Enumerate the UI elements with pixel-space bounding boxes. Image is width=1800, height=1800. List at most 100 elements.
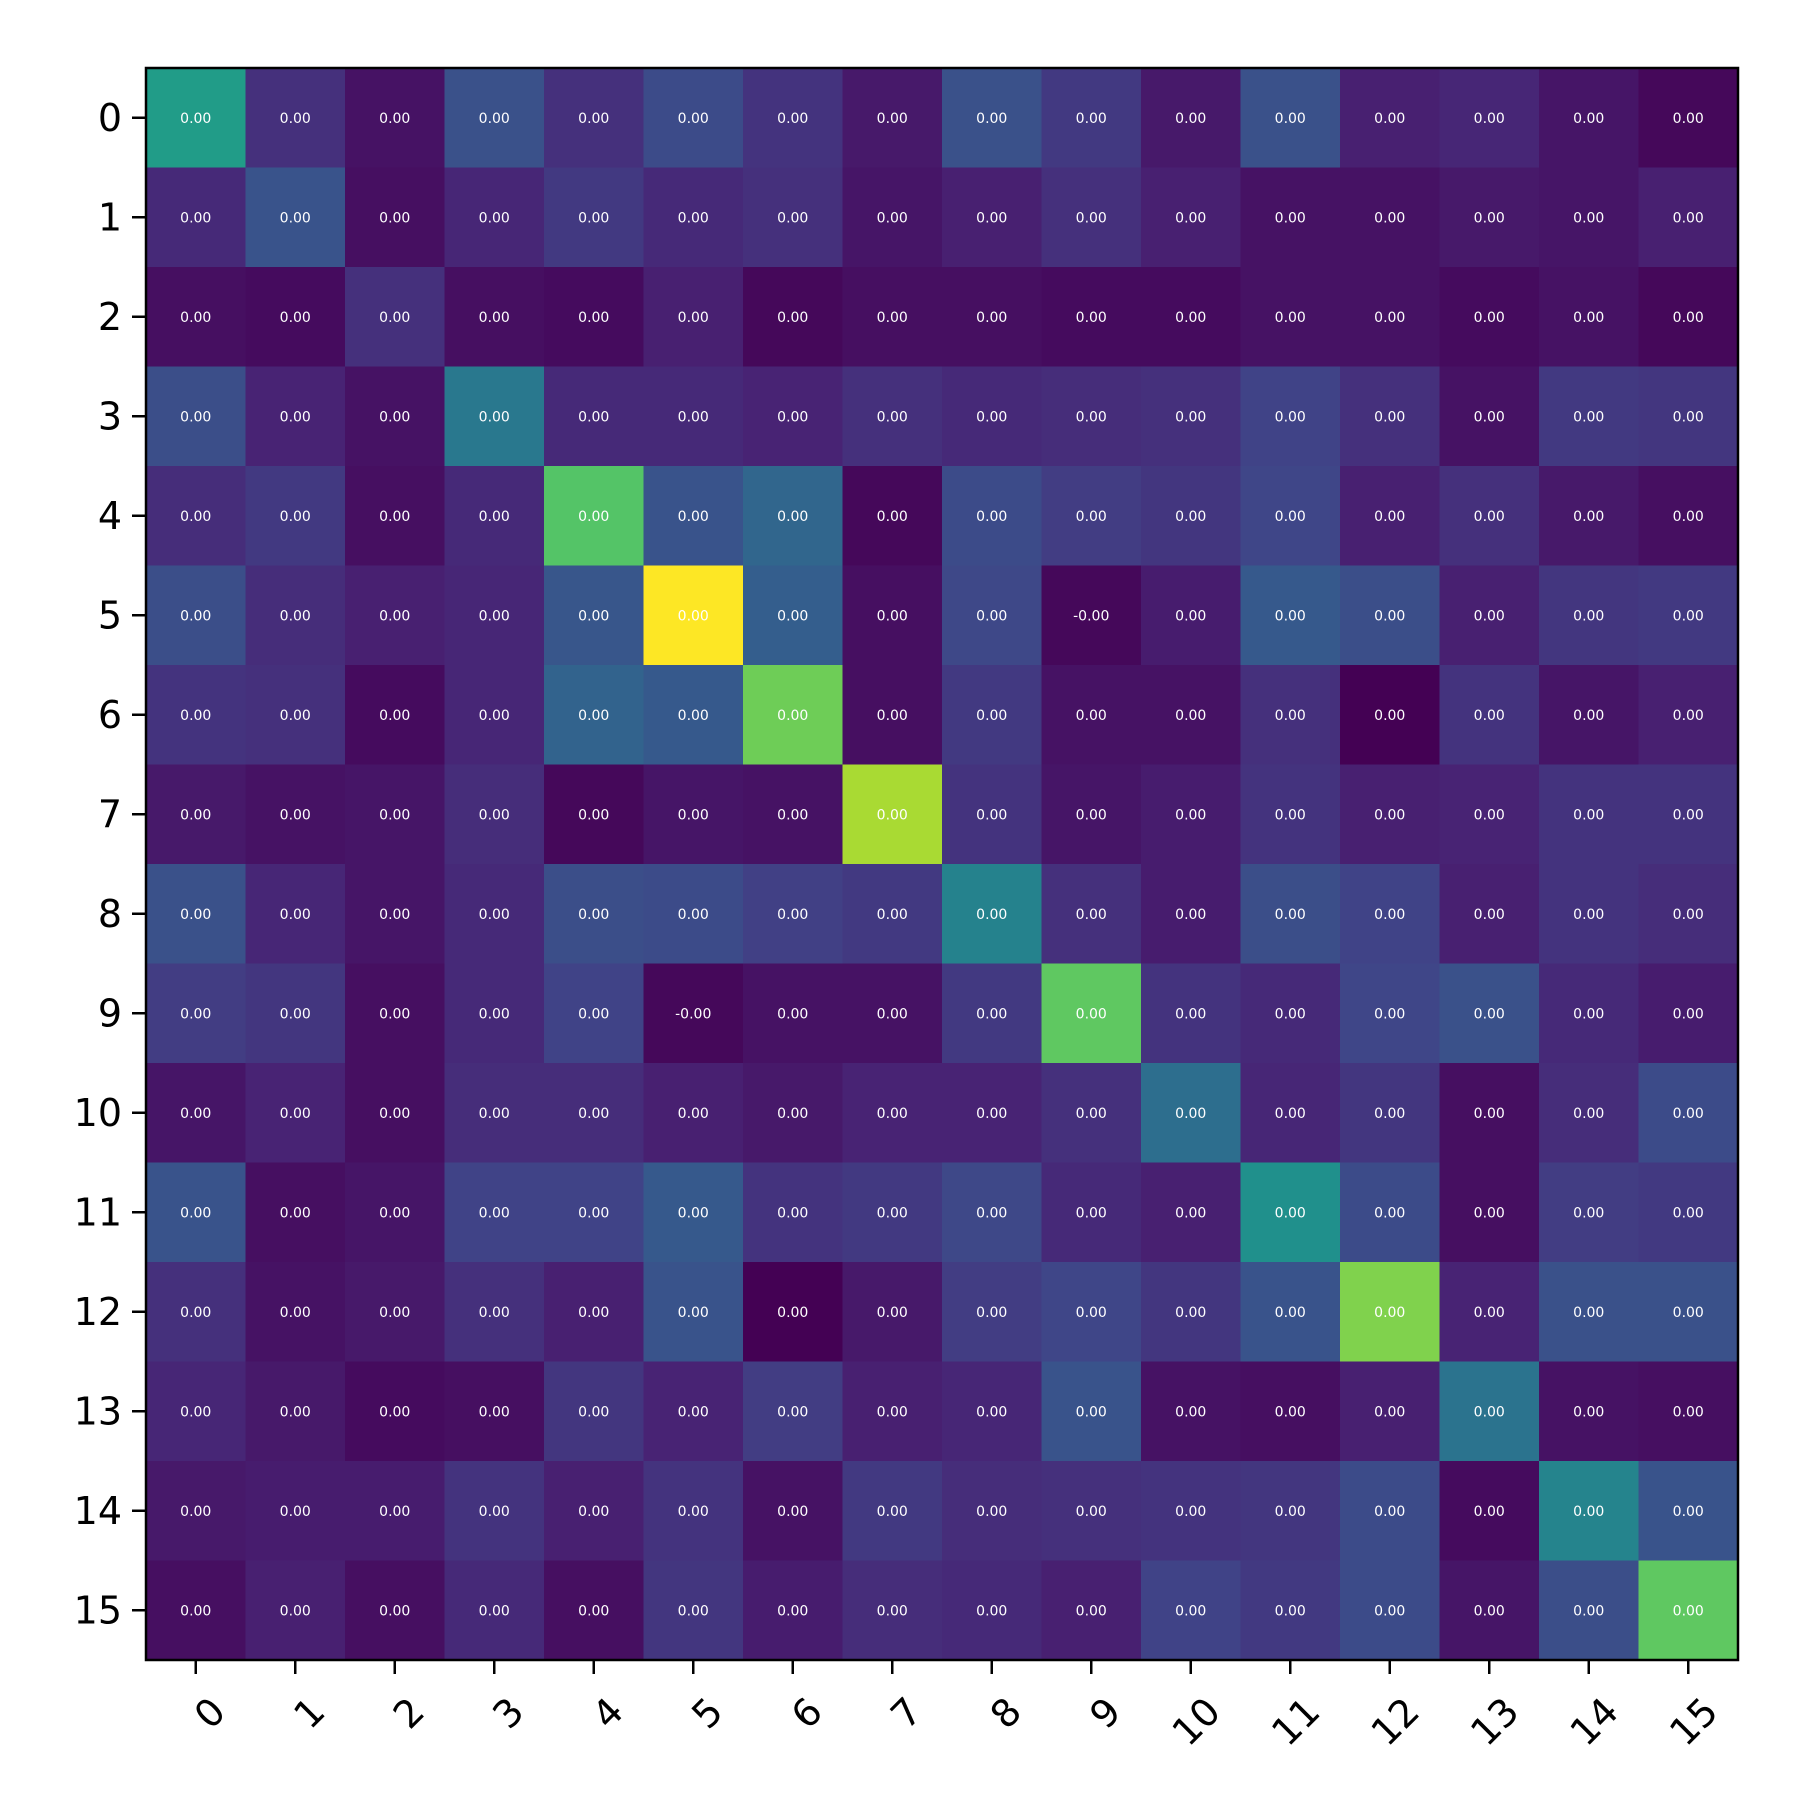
cell-label-10-10: 0.00: [1175, 1106, 1206, 1122]
heatmap-cell-8-10: [1141, 864, 1241, 964]
cell-label-14-8: 0.00: [976, 1504, 1007, 1520]
heatmap-cell-15-15: [1638, 1560, 1739, 1661]
cell-label-8-13: 0.00: [1474, 907, 1505, 923]
cell-label-1-11: 0.00: [1275, 210, 1306, 226]
cell-label-8-11: 0.00: [1275, 907, 1306, 923]
heatmap-cell-8-7: [842, 864, 943, 964]
heatmap-cell-15-11: [1240, 1560, 1341, 1661]
cell-label-7-11: 0.00: [1275, 807, 1306, 823]
heatmap-cell-1-10: [1141, 167, 1241, 268]
cell-label-15-11: 0.00: [1275, 1603, 1306, 1619]
heatmap-cell-8-9: [1041, 864, 1142, 964]
cell-label-14-2: 0.00: [379, 1504, 410, 1520]
y-tick-label-10: 10: [74, 1091, 122, 1135]
heatmap-cell-14-13: [1439, 1461, 1540, 1561]
heatmap-cell-1-0: [146, 167, 246, 268]
cell-label-12-10: 0.00: [1175, 1305, 1206, 1321]
heatmap-cell-2-2: [345, 267, 445, 367]
cell-label-9-13: 0.00: [1474, 1006, 1505, 1022]
x-axis: 0 1 2 3 4 5 6 7 8 9 10 11 12 13 14 15: [186, 1660, 1726, 1754]
cell-label-8-1: 0.00: [280, 907, 311, 923]
cell-label-7-14: 0.00: [1573, 807, 1604, 823]
y-tick-label-13: 13: [74, 1389, 122, 1433]
cell-label-2-1: 0.00: [280, 310, 311, 326]
heatmap-cell-7-8: [942, 764, 1042, 865]
y-tick-label-2: 2: [98, 295, 122, 339]
heatmap-cell-6-12: [1340, 665, 1440, 765]
cell-label-13-9: 0.00: [1076, 1404, 1107, 1420]
heatmap-cell-4-9: [1041, 466, 1142, 566]
cell-label-0-7: 0.00: [877, 111, 908, 127]
heatmap-cell-0-10: [1141, 68, 1241, 168]
heatmap-cell-3-4: [544, 366, 644, 467]
y-tick-label-14: 14: [74, 1489, 122, 1533]
heatmap-cell-1-4: [544, 167, 644, 268]
cell-label-7-6: 0.00: [777, 807, 808, 823]
cell-label-0-13: 0.00: [1474, 111, 1505, 127]
cell-label-10-12: 0.00: [1374, 1106, 1405, 1122]
x-tick-label-6: 6: [783, 1689, 831, 1737]
heatmap-cell-10-4: [544, 1063, 644, 1163]
heatmap-cell-0-8: [942, 68, 1042, 168]
heatmap-cell-4-15: [1638, 466, 1739, 566]
cell-label-9-10: 0.00: [1175, 1006, 1206, 1022]
cell-label-4-13: 0.00: [1474, 509, 1505, 525]
heatmap-cell-4-5: [643, 466, 744, 566]
heatmap-cell-7-12: [1340, 764, 1440, 865]
cell-label-7-12: 0.00: [1374, 807, 1405, 823]
cell-label-8-14: 0.00: [1573, 907, 1604, 923]
cell-label-14-9: 0.00: [1076, 1504, 1107, 1520]
heatmap-cell-4-10: [1141, 466, 1241, 566]
cell-label-0-4: 0.00: [578, 111, 609, 127]
heatmap-cell-1-7: [842, 167, 943, 268]
cell-label-14-4: 0.00: [578, 1504, 609, 1520]
cell-label-12-3: 0.00: [479, 1305, 510, 1321]
heatmap-cell-4-0: [146, 466, 246, 566]
y-tick-label-7: 7: [98, 792, 122, 836]
cell-label-11-5: 0.00: [678, 1205, 709, 1221]
cell-label-0-2: 0.00: [379, 111, 410, 127]
heatmap-cell-1-5: [643, 167, 744, 268]
cell-label-1-7: 0.00: [877, 210, 908, 226]
cell-label-5-10: 0.00: [1175, 608, 1206, 624]
cell-label-0-14: 0.00: [1573, 111, 1604, 127]
cell-label-7-2: 0.00: [379, 807, 410, 823]
cell-label-1-3: 0.00: [479, 210, 510, 226]
heatmap-cell-12-1: [245, 1262, 346, 1362]
heatmap-cell-0-14: [1539, 68, 1639, 168]
cell-label-13-15: 0.00: [1673, 1404, 1704, 1420]
cell-label-0-5: 0.00: [678, 111, 709, 127]
heatmap-cell-4-12: [1340, 466, 1440, 566]
heatmap-cell-8-12: [1340, 864, 1440, 964]
cell-label-15-8: 0.00: [976, 1603, 1007, 1619]
cell-label-6-0: 0.00: [180, 708, 211, 724]
cell-label-12-6: 0.00: [777, 1305, 808, 1321]
heatmap-cell-12-2: [345, 1262, 445, 1362]
y-tick-label-5: 5: [98, 593, 122, 637]
cell-label-6-12: 0.00: [1374, 708, 1405, 724]
cell-label-14-3: 0.00: [479, 1504, 510, 1520]
heatmap-cell-9-14: [1539, 963, 1639, 1064]
cell-label-4-0: 0.00: [180, 509, 211, 525]
cell-label-13-4: 0.00: [578, 1404, 609, 1420]
cell-label-15-10: 0.00: [1175, 1603, 1206, 1619]
cell-label-7-4: 0.00: [578, 807, 609, 823]
cell-label-1-9: 0.00: [1076, 210, 1107, 226]
x-tick-label-2: 2: [385, 1689, 433, 1737]
heatmap-cell-1-15: [1638, 167, 1739, 268]
heatmap-cell-6-5: [643, 665, 744, 765]
heatmap-cell-4-3: [444, 466, 545, 566]
heatmap-cell-3-9: [1041, 366, 1142, 467]
cell-label-3-1: 0.00: [280, 409, 311, 425]
heatmap-cell-0-6: [743, 68, 843, 168]
cell-label-11-9: 0.00: [1076, 1205, 1107, 1221]
heatmap-cell-7-10: [1141, 764, 1241, 865]
x-tick-label-4: 4: [584, 1689, 632, 1737]
cell-label-2-9: 0.00: [1076, 310, 1107, 326]
heatmap-cell-5-8: [942, 565, 1042, 666]
cell-label-3-9: 0.00: [1076, 409, 1107, 425]
heatmap-cell-0-12: [1340, 68, 1440, 168]
cell-label-11-15: 0.00: [1673, 1205, 1704, 1221]
cell-label-9-15: 0.00: [1673, 1006, 1704, 1022]
